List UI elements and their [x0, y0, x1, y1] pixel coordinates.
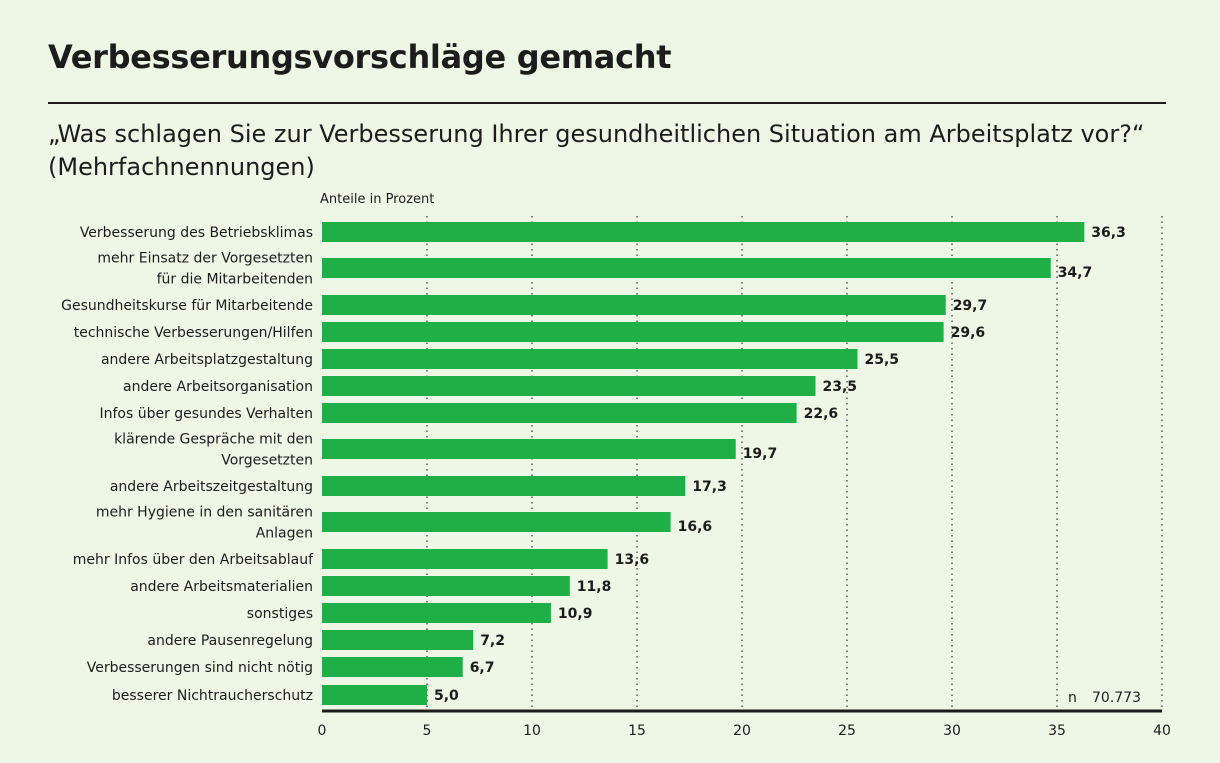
bar: [322, 403, 797, 423]
bar: [322, 576, 570, 596]
bar: [322, 222, 1085, 242]
value-label: 19,7: [743, 446, 778, 462]
category-label: andere Arbeitszeitgestaltung: [110, 479, 313, 495]
unit-label: Anteile in Prozent: [320, 192, 434, 207]
value-label: 23,5: [823, 379, 858, 395]
category-label: andere Pausenregelung: [147, 633, 313, 649]
bar: [322, 476, 686, 496]
bar: [322, 295, 946, 315]
category-label: andere Arbeitsmaterialien: [130, 579, 313, 595]
bar: [322, 512, 671, 532]
category-label: andere Arbeitsplatzgestaltung: [101, 352, 313, 368]
value-label: 36,3: [1091, 225, 1126, 241]
category-label: Infos über gesundes Verhalten: [99, 406, 313, 422]
value-label: 17,3: [692, 479, 727, 495]
title-divider: [48, 102, 1166, 104]
x-tick-label: 10: [523, 723, 541, 739]
x-tick-label: 35: [1048, 723, 1066, 739]
category-label: besserer Nichtraucherschutz: [112, 688, 313, 704]
category-label: mehr Einsatz der Vorgesetzten für die Mit…: [97, 251, 313, 288]
bar: [322, 630, 474, 650]
x-tick-label: 5: [423, 723, 432, 739]
bar: [322, 349, 858, 369]
value-label: 25,5: [865, 352, 900, 368]
value-label: 29,6: [951, 325, 986, 341]
bar: [322, 376, 816, 396]
category-label: mehr Infos über den Arbeitsablauf: [73, 552, 314, 568]
bars: [322, 222, 1085, 705]
x-tick-label: 20: [733, 723, 751, 739]
category-label: Gesundheitskurse für Mitarbeitende: [61, 298, 313, 314]
bar: [322, 657, 463, 677]
value-label: 16,6: [678, 519, 713, 535]
bar: [322, 549, 608, 569]
category-label: mehr Hygiene in den sanitären Anlagen: [96, 505, 313, 542]
value-label: 13,6: [615, 552, 650, 568]
value-label: 6,7: [470, 660, 495, 676]
bar: [322, 439, 736, 459]
value-label: 10,9: [558, 606, 593, 622]
x-tick-label: 40: [1153, 723, 1171, 739]
bar: [322, 603, 551, 623]
bar: [322, 685, 427, 705]
value-label: 11,8: [577, 579, 612, 595]
x-tick-label: 15: [628, 723, 646, 739]
value-label: 7,2: [480, 633, 505, 649]
category-label: andere Arbeitsorganisation: [123, 379, 313, 395]
bar: [322, 322, 944, 342]
chart-title: Verbesserungsvorschläge gemacht: [48, 38, 672, 76]
grid-lines: [426, 216, 1163, 711]
category-label: klärende Gespräche mit den Vorgesetzten: [114, 432, 313, 469]
category-label: Verbesserung des Betriebsklimas: [80, 225, 313, 241]
value-label: 34,7: [1058, 265, 1093, 281]
bar: [322, 258, 1051, 278]
x-axis: Anteile in Prozent 0 5 10 15 20 25 30 35 40 n 70.77…: [318, 192, 1171, 739]
category-labels: Verbesserung des Betriebsklimas mehr Eins…: [61, 225, 314, 704]
x-tick-label: 30: [943, 723, 961, 739]
category-label: technische Verbesserungen/Hilfen: [74, 325, 313, 341]
value-label: 5,0: [434, 688, 459, 704]
n-value: 70.773: [1092, 690, 1141, 706]
value-label: 29,7: [953, 298, 988, 314]
value-label: 22,6: [804, 406, 839, 422]
n-label: n: [1068, 690, 1077, 706]
category-label: sonstiges: [247, 606, 313, 622]
chart-subtitle: „Was schlagen Sie zur Verbesserung Ihrer…: [48, 120, 1145, 181]
x-tick-label: 25: [838, 723, 856, 739]
x-tick-label: 0: [318, 723, 327, 739]
value-labels: 36,3 34,7 29,7 29,6 25,5 23,5 22,6 19,7 17,3 16,6…: [434, 225, 1126, 704]
category-label: Verbesserungen sind nicht nötig: [87, 660, 313, 676]
